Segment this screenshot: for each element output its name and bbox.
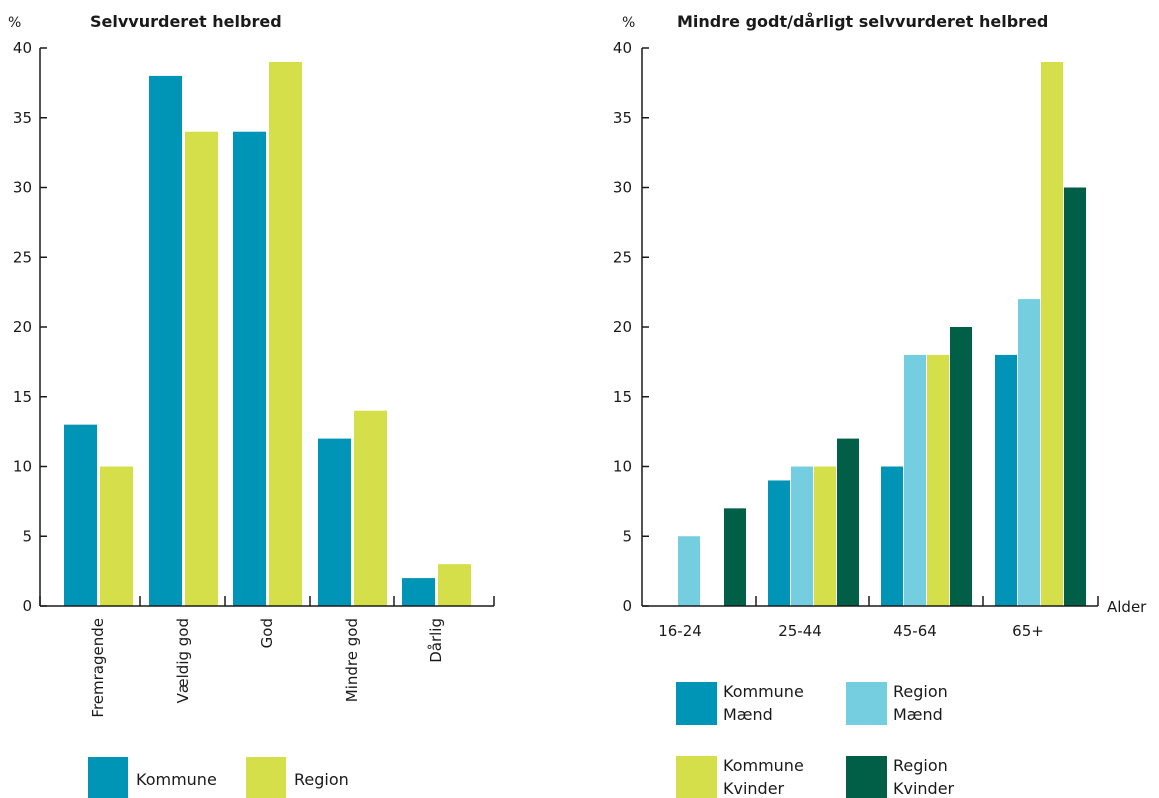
y-tick-label: 5 [22, 527, 32, 545]
y-tick-label: 35 [13, 109, 32, 127]
legend-label: Kvinder [893, 779, 955, 798]
legend-swatch [88, 757, 128, 798]
x-axis [39, 596, 495, 607]
legend-swatch [846, 756, 887, 798]
y-tick-label: 30 [613, 179, 632, 197]
y-tick-label: 10 [613, 458, 632, 476]
chart-poor-health-by-age: % Mindre godt/dårligt selvvurderet helbr… [613, 12, 1147, 798]
bar-kommune [318, 438, 351, 606]
y-tick-label: 35 [613, 109, 632, 127]
legend-label: Kommune [723, 682, 804, 701]
bar-kommune-kvinder [814, 466, 836, 606]
bars [64, 61, 471, 606]
x-tick-label: 65+ [1012, 622, 1044, 640]
bar-kommune [233, 131, 266, 606]
y-tick-label: 20 [13, 318, 32, 336]
legend-label: Kommune [136, 770, 217, 789]
bar-kommune-kvinder [1041, 61, 1063, 606]
legend-label: Mænd [723, 705, 773, 724]
y-tick-label: 0 [622, 597, 632, 615]
bar-region [269, 61, 302, 606]
y-axis: 0 5 10 15 20 25 30 35 40 [13, 39, 47, 615]
bar-region-mænd [678, 536, 700, 606]
legend-label: Region [893, 682, 948, 701]
x-tick-label: Mindre god [343, 618, 361, 702]
x-tick-label: Vældig god [174, 618, 192, 703]
legend-swatch [676, 756, 717, 798]
chart-self-rated-health: % Selvvurderet helbred 0510152025303540 … [8, 12, 495, 798]
bar-region-kvinder [950, 327, 972, 606]
x-tick-label: 16-24 [658, 622, 702, 640]
bar-kommune-mænd [768, 480, 790, 606]
legend-swatch [846, 682, 887, 725]
x-tick-label: Fremragende [89, 618, 107, 718]
bar-region-mænd [791, 466, 813, 606]
x-tick-label: God [258, 618, 276, 648]
bar-region [100, 466, 133, 606]
y-tick-label: 20 [613, 318, 632, 336]
chart-title: Selvvurderet helbred [90, 12, 282, 31]
legend-label: Region [893, 756, 948, 775]
bar-region-mænd [904, 354, 926, 606]
y-tick-label: 25 [13, 248, 32, 266]
bar-kommune [402, 578, 435, 606]
y-tick-label: 0 [22, 597, 32, 615]
y-unit-label: % [8, 15, 21, 31]
bar-kommune [149, 75, 182, 606]
y-tick-label: 5 [622, 527, 632, 545]
bar-kommune [64, 424, 97, 606]
y-tick-label: 25 [613, 248, 632, 266]
x-axis [642, 596, 1099, 607]
x-axis-title: Alder [1107, 598, 1147, 616]
bar-kommune-mænd [881, 466, 903, 606]
x-tick-label: Dårlig [427, 618, 445, 663]
bar-region-mænd [1018, 299, 1040, 606]
bar-region [354, 410, 387, 606]
y-tick-label: 30 [13, 179, 32, 197]
legend: Kommune Mænd Region Mænd Kommune Kvinder Regio… [676, 682, 955, 798]
bar-region [438, 564, 471, 606]
y-tick-label: 10 [13, 458, 32, 476]
legend-swatch [246, 757, 286, 798]
legend-label: Mænd [893, 705, 943, 724]
y-tick-label: 15 [613, 388, 632, 406]
bar-region-kvinder [1064, 187, 1086, 606]
bar-region-kvinder [837, 438, 859, 606]
bar-region-kvinder [724, 508, 746, 606]
y-tick-label: 40 [613, 39, 632, 57]
y-axis: 0 5 10 15 20 25 30 35 40 [613, 39, 649, 615]
chart-title: Mindre godt/dårligt selvvurderet helbred [677, 12, 1048, 31]
x-tick-labels: 16-24 25-44 45-64 65+ [658, 622, 1044, 640]
legend-label: Region [294, 770, 349, 789]
x-tick-label: 25-44 [778, 622, 822, 640]
y-tick-label: 40 [13, 39, 32, 57]
y-unit-label: % [622, 15, 635, 31]
legend: Kommune Region [88, 757, 349, 798]
y-tick-label: 15 [13, 388, 32, 406]
legend-label: Kommune [723, 756, 804, 775]
bars [678, 61, 1086, 606]
bar-kommune-mænd [995, 354, 1017, 606]
bar-kommune-kvinder [927, 354, 949, 606]
legend-label: Kvinder [723, 779, 785, 798]
x-tick-label: 45-64 [893, 622, 937, 640]
bar-region [185, 131, 218, 606]
legend-swatch [676, 682, 717, 725]
x-tick-labels: Fremragende Vældig god God Mindre god Dårlig [89, 618, 445, 718]
